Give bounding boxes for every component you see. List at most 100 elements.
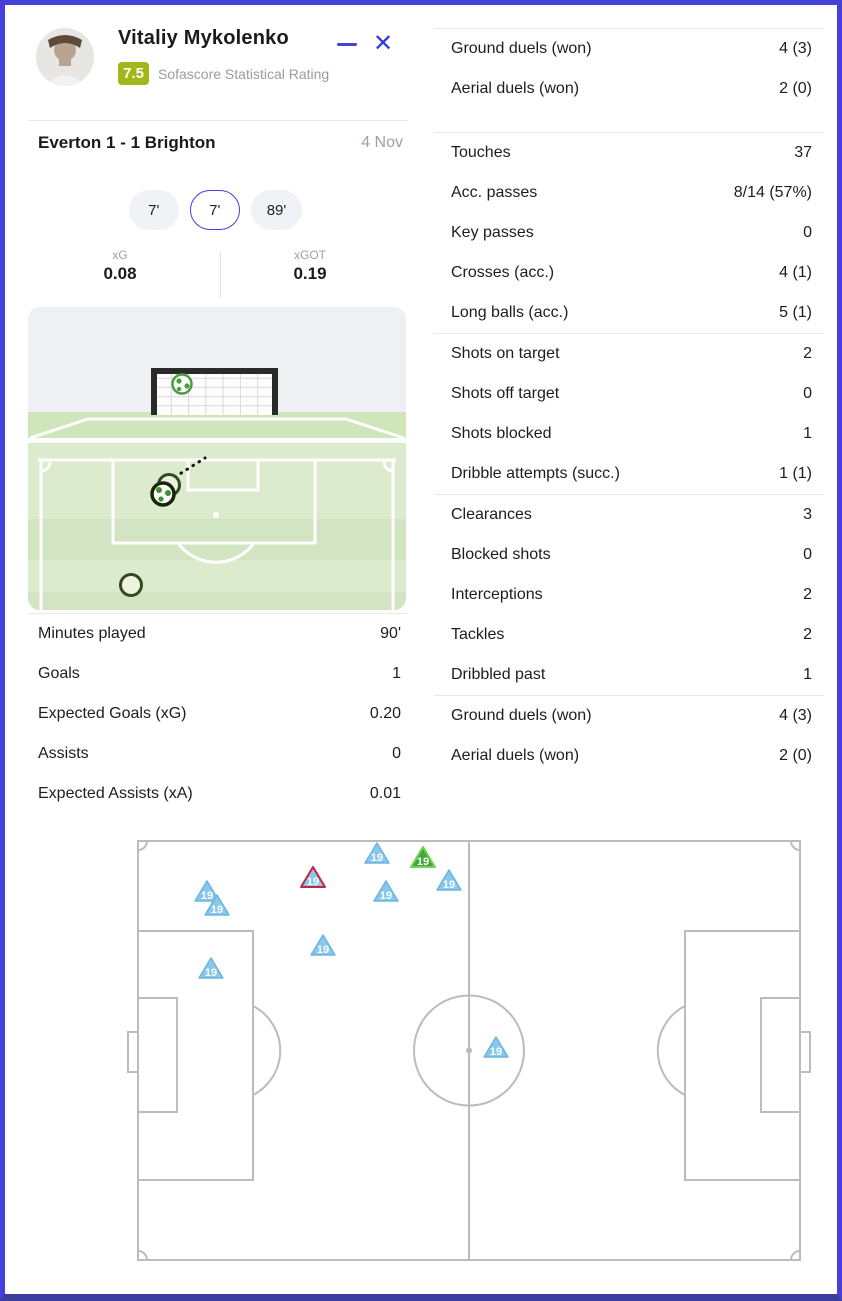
stat-group: Touches 37 Acc. passes 8/14 (57%) Key passes… <box>434 132 824 333</box>
event-position-circle[interactable] <box>119 573 143 597</box>
stat-value: 2 <box>803 626 812 643</box>
shot-map-card[interactable] <box>28 307 406 610</box>
duel-marker-blue[interactable]: 19 <box>436 869 462 891</box>
marker-jersey-number: 19 <box>307 876 319 888</box>
stat-label: Expected Assists (xA) <box>38 785 193 802</box>
stat-row: Clearances 3 <box>434 495 824 535</box>
stat-label: Blocked shots <box>451 546 551 563</box>
marker-jersey-number: 19 <box>417 856 429 868</box>
stat-value: 1 <box>803 666 812 683</box>
match-date: 4 Nov <box>361 134 403 151</box>
stat-label: Expected Goals (xG) <box>38 705 187 722</box>
duel-marker-blue[interactable]: 19 <box>194 880 220 902</box>
stat-row: Key passes 0 <box>434 213 824 253</box>
stat-value: 2 <box>803 586 812 603</box>
xgot-block: xGOT 0.19 <box>220 248 400 284</box>
player-stats-list: Minutes played 90' Goals 1 Expected Goals (x… <box>28 613 408 814</box>
goal-frame <box>151 368 278 415</box>
marker-jersey-number: 19 <box>443 879 455 891</box>
xg-value: 0.08 <box>103 264 137 283</box>
stat-label: Shots off target <box>451 385 560 402</box>
stat-row: Minutes played 90' <box>28 614 408 654</box>
duel-marker-blue[interactable]: 19 <box>204 894 230 916</box>
touch-map[interactable]: 19 19 19 19 19 19 19 19 19 19 <box>126 835 814 1277</box>
stat-value: 0 <box>803 385 812 402</box>
triangle-icon <box>300 866 326 888</box>
xg-block: xG 0.08 <box>30 248 210 284</box>
stat-row: Dribble attempts (succ.) 1 (1) <box>434 454 824 494</box>
marker-jersey-number: 19 <box>371 852 383 864</box>
stat-row: Interceptions 2 <box>434 575 824 615</box>
stat-row: Shots blocked 1 <box>434 414 824 454</box>
stat-row: Tackles 2 <box>434 615 824 655</box>
goal-net <box>154 369 275 415</box>
stat-row: Ground duels (won) 4 (3) <box>434 696 824 736</box>
stat-label: Key passes <box>451 224 534 241</box>
mow-stripe <box>28 592 406 610</box>
close-button[interactable]: ✕ <box>367 25 399 61</box>
stat-row: Shots on target 2 <box>434 334 824 374</box>
duel-marker-green[interactable]: 19 <box>410 846 436 868</box>
match-stats-panel: Ground duels (won) 4 (3) Aerial duels (won… <box>434 28 824 776</box>
stat-label: Dribble attempts (succ.) <box>451 465 620 482</box>
event-pill-group: 7' 7' 89' <box>5 190 426 230</box>
stat-row: Ground duels (won) 4 (3) <box>434 29 824 69</box>
header-divider <box>28 120 408 121</box>
triangle-icon <box>364 842 390 864</box>
minimize-button[interactable] <box>332 29 362 59</box>
stat-label: Acc. passes <box>451 184 538 201</box>
duel-marker-blue[interactable]: 19 <box>198 957 224 979</box>
triangle-icon <box>373 880 399 902</box>
marker-jersey-number: 19 <box>490 1046 502 1058</box>
stat-value: 3 <box>803 506 812 523</box>
event-pill[interactable]: 7' <box>128 190 179 230</box>
stat-group: Ground duels (won) 4 (3) Aerial duels (won… <box>434 695 824 776</box>
triangle-icon <box>198 957 224 979</box>
stat-label: Minutes played <box>38 625 146 642</box>
stat-value: 1 (1) <box>779 465 812 482</box>
triangle-icon <box>410 846 436 868</box>
stat-group: Ground duels (won) 4 (3) Aerial duels (won… <box>434 28 824 132</box>
center-spot <box>466 1047 472 1054</box>
stat-label: Assists <box>38 745 89 762</box>
stat-value: 0 <box>803 546 812 563</box>
duel-marker-blue[interactable]: 19 <box>483 1036 509 1058</box>
marker-jersey-number: 19 <box>205 967 217 979</box>
stat-value: 0 <box>392 745 401 762</box>
duel-marker-blue[interactable]: 19 <box>310 934 336 956</box>
stat-value: 1 <box>392 665 401 682</box>
duel-marker-blue[interactable]: 19 <box>364 842 390 864</box>
event-pill[interactable]: 7' <box>189 190 240 230</box>
stat-label: Shots blocked <box>451 425 552 442</box>
stat-row: Dribbled past 1 <box>434 655 824 695</box>
stat-value: 5 (1) <box>779 304 812 321</box>
minus-icon <box>337 42 357 46</box>
duel-marker-blue[interactable]: 19 <box>373 880 399 902</box>
stat-row: Goals 1 <box>28 654 408 694</box>
stat-value: 8/14 (57%) <box>733 184 812 201</box>
stat-label: Shots on target <box>451 345 560 362</box>
goal-ball-icon <box>171 373 193 395</box>
stat-value: 4 (3) <box>779 40 812 57</box>
duel-marker-red[interactable]: 19 <box>300 866 326 888</box>
match-score[interactable]: Everton 1 - 1 Brighton <box>38 133 216 152</box>
shot-ball-icon[interactable] <box>150 481 176 507</box>
stat-label: Long balls (acc.) <box>451 304 569 321</box>
player-photo-image <box>36 28 94 86</box>
triangle-icon <box>310 934 336 956</box>
close-icon: ✕ <box>372 29 394 57</box>
player-name: Vitaliy Mykolenko <box>118 27 289 49</box>
stat-label: Aerial duels (won) <box>451 747 580 764</box>
stat-label: Ground duels (won) <box>451 40 592 57</box>
stat-row: Aerial duels (won) 2 (0) <box>434 69 824 109</box>
xgot-label: xGOT <box>294 248 326 262</box>
stat-label: Goals <box>38 665 80 682</box>
stat-label: Crosses (acc.) <box>451 264 555 281</box>
shot-map-graphic <box>28 307 406 610</box>
event-pill[interactable]: 89' <box>250 190 303 230</box>
stat-row: Acc. passes 8/14 (57%) <box>434 173 824 213</box>
shot-trajectory <box>173 456 207 479</box>
stat-row: Long balls (acc.) 5 (1) <box>434 293 824 333</box>
stat-label: Ground duels (won) <box>451 707 592 724</box>
